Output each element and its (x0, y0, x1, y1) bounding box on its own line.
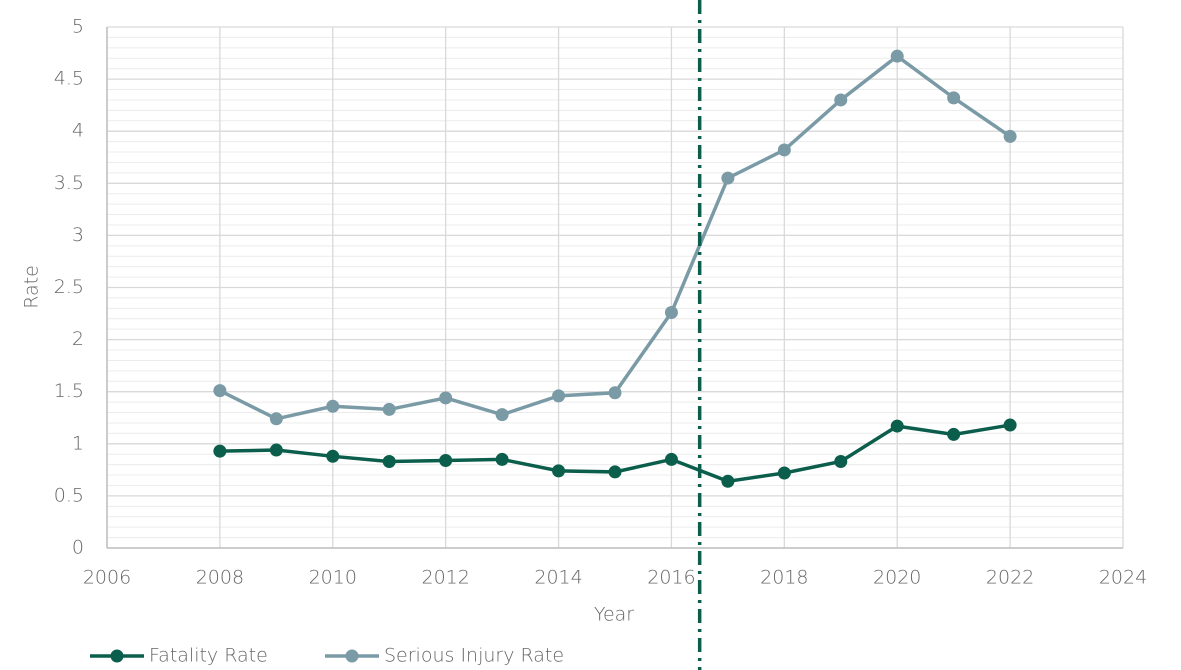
y-tick-label: 3 (72, 224, 84, 246)
x-tick-label: 2016 (647, 567, 695, 589)
data-point (382, 455, 396, 469)
legend-label: Fatality Rate (149, 645, 268, 667)
data-point (947, 91, 961, 105)
y-tick-label: 2 (72, 328, 84, 350)
data-point (664, 452, 678, 466)
data-point (439, 391, 453, 405)
data-point (213, 444, 227, 458)
data-point (721, 171, 735, 185)
legend-marker (110, 649, 124, 663)
y-axis-title: Rate (21, 265, 43, 309)
y-tick-label: 0 (72, 537, 84, 559)
data-point (382, 402, 396, 416)
data-point (439, 453, 453, 467)
data-point (777, 466, 791, 480)
data-point (1003, 418, 1017, 432)
x-tick-label: 2024 (1099, 567, 1147, 589)
y-tick-label: 0.5 (54, 484, 84, 506)
x-axis-title: Year (594, 604, 634, 626)
y-tick-label: 5 (72, 16, 84, 38)
data-point (664, 306, 678, 320)
data-point (890, 49, 904, 63)
data-point (552, 464, 566, 478)
y-tick-label: 2.5 (54, 276, 84, 298)
data-point (552, 389, 566, 403)
data-point (495, 408, 509, 422)
x-tick-label: 2006 (83, 567, 131, 589)
y-tick-label: 4.5 (54, 68, 84, 90)
y-tick-label: 1.5 (54, 380, 84, 402)
data-point (890, 419, 904, 433)
x-tick-label: 2022 (986, 567, 1034, 589)
data-point (608, 386, 622, 400)
data-point (608, 465, 622, 479)
y-tick-label: 1 (72, 432, 84, 454)
data-point (213, 384, 227, 398)
x-tick-label: 2020 (873, 567, 921, 589)
data-point (834, 455, 848, 469)
data-point (721, 474, 735, 488)
data-point (326, 399, 340, 413)
data-point (777, 143, 791, 157)
data-point (326, 449, 340, 463)
x-tick-label: 2014 (534, 567, 582, 589)
x-tick-label: 2010 (309, 567, 357, 589)
data-point (947, 427, 961, 441)
data-point (834, 93, 848, 107)
data-point (495, 452, 509, 466)
x-tick-label: 2008 (196, 567, 244, 589)
y-tick-label: 3.5 (54, 172, 84, 194)
y-tick-label: 4 (72, 120, 84, 142)
x-tick-label: 2018 (760, 567, 808, 589)
data-point (269, 443, 283, 457)
x-tick-label: 2012 (421, 567, 469, 589)
data-point (269, 412, 283, 426)
data-point (1003, 129, 1017, 143)
legend-label: Serious Injury Rate (384, 645, 564, 667)
legend-marker (345, 649, 359, 663)
